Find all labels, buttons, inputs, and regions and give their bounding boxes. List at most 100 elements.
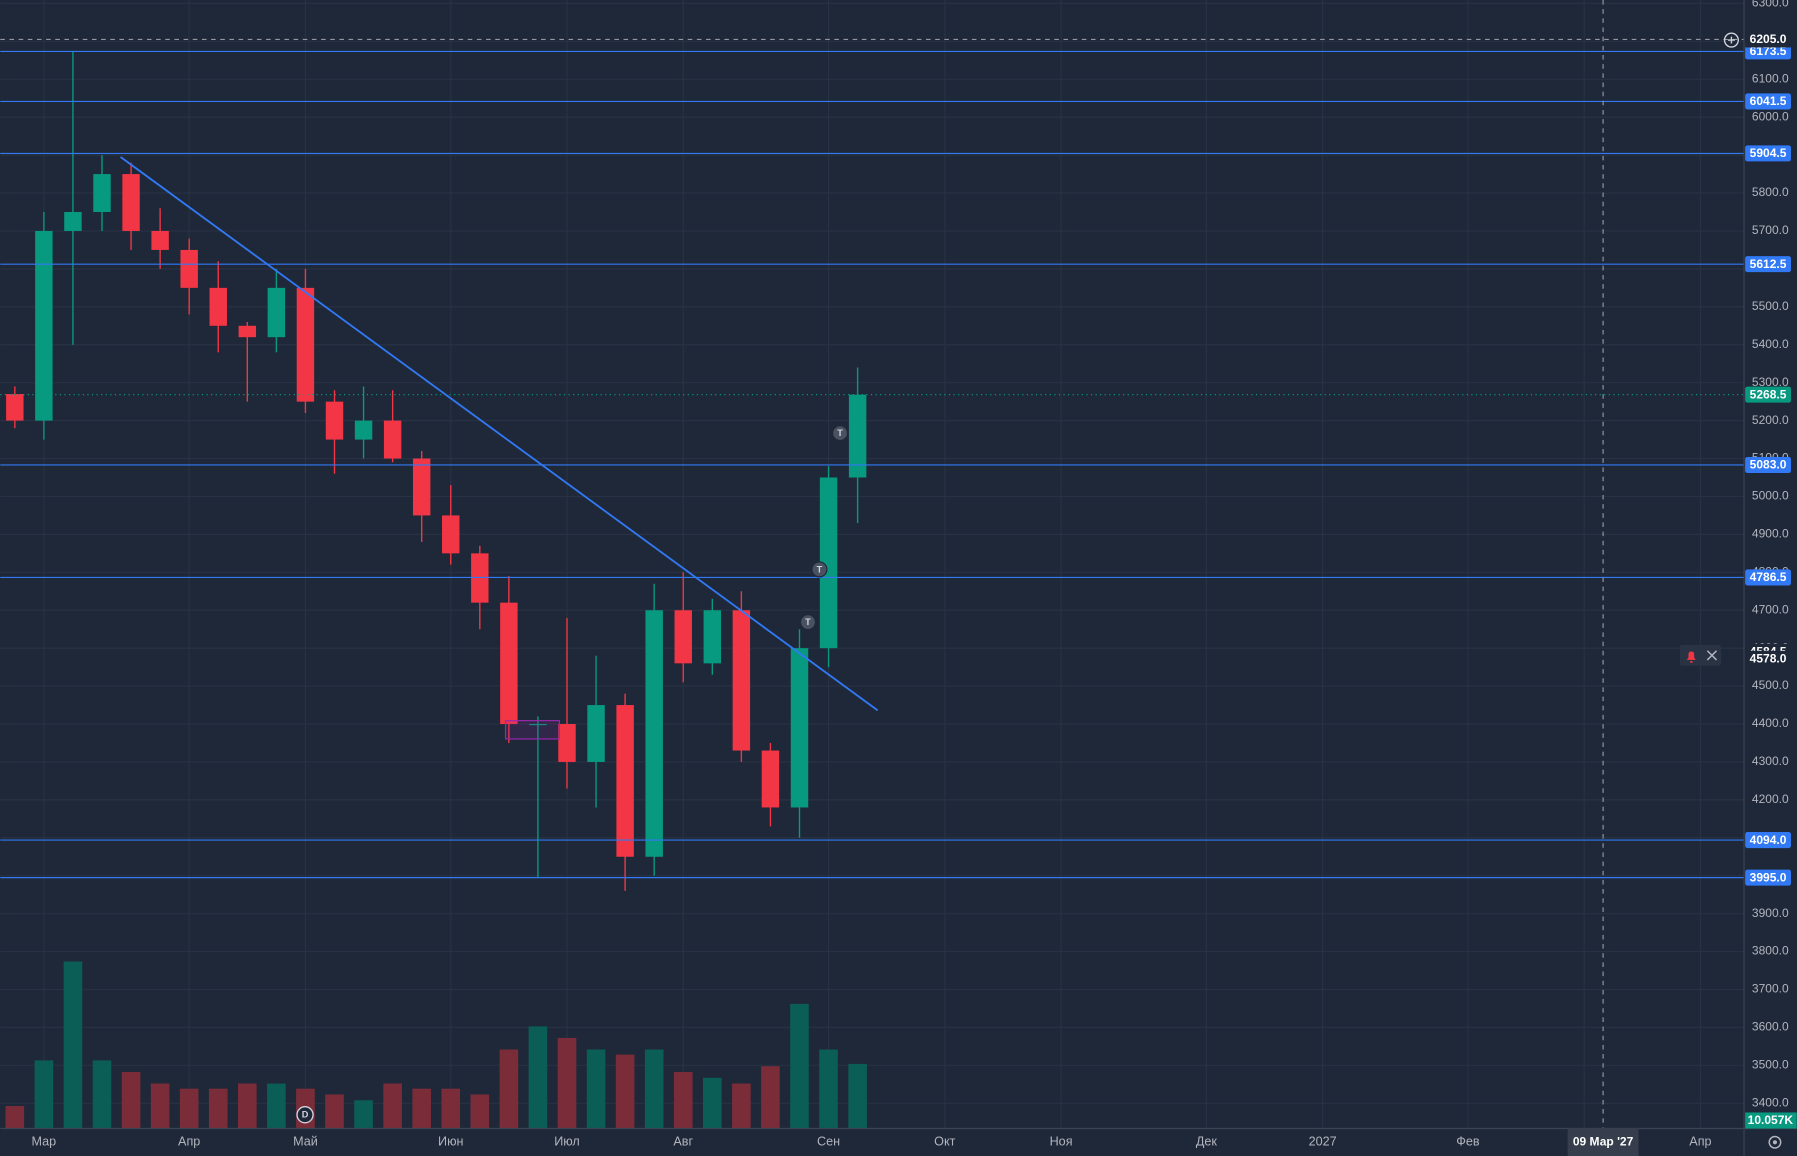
volume-bar [63,961,83,1129]
x-tick-label: Мар [32,1135,57,1149]
volume-bar [441,1088,461,1129]
axes: 6300.06200.06100.06000.05900.05800.05700… [32,0,1797,1156]
candle-body [296,287,315,402]
x-tick-label: Апр [178,1135,200,1149]
y-tick-label: 3600.0 [1752,1020,1789,1034]
trade-marker[interactable] [832,425,849,442]
candle-body [180,249,198,288]
x-tick-label: Июн [438,1135,463,1149]
add-icon-plus [1727,36,1735,44]
x-tick-label: Авг [673,1135,693,1149]
y-tick-label: 3900.0 [1752,906,1789,920]
alert-price-label: 4578.0 [1750,652,1787,666]
volume-bar [34,1060,54,1129]
volume-bar [179,1088,199,1129]
session-icon[interactable] [296,1106,314,1124]
overlays: T T T D [0,0,1745,1129]
y-tick-label: 3400.0 [1752,1095,1789,1109]
session-icon-label: D [302,1110,309,1120]
crosshair-add[interactable] [1723,32,1739,48]
x-tick-label: Окт [934,1135,955,1149]
volume-bar [470,1094,490,1129]
y-tick-label: 5300.0 [1752,375,1789,389]
candle-body [500,602,518,725]
volume-bar [557,1037,577,1129]
alert-price-bg [1745,650,1791,667]
trade-marker-label: T [817,564,823,574]
volume-label-bg [1745,1112,1797,1129]
candle-body [238,325,257,338]
volume-bar [644,1049,664,1129]
x-tick-label: Фев [1456,1135,1480,1149]
crosshair-time-bg [1567,1128,1639,1156]
x-tick-label: Май [293,1135,318,1149]
y-tick-label: 4200.0 [1752,792,1789,806]
candle-body [674,610,692,664]
y-tick-label: 4300.0 [1752,754,1789,768]
volume-bar [92,1060,112,1129]
candles [6,50,867,891]
y-tick-label: 5500.0 [1752,299,1789,313]
volume-bar [790,1003,809,1129]
y-tick-label: 5400.0 [1752,337,1789,351]
settings-gear[interactable] [1768,1135,1782,1149]
y-tick-label: 3500.0 [1752,1058,1789,1072]
volume-bar [673,1071,693,1129]
candle-body [645,610,663,857]
candle-body [151,230,169,250]
alert-bell[interactable] [1686,651,1696,663]
crosshair-price-label: 6205.0 [1750,32,1787,46]
volume-pane [5,961,867,1129]
last-price-label: 5268.5 [1750,387,1787,401]
volume-bar [238,1083,257,1129]
y-tick-label: 5000.0 [1752,489,1789,503]
candle-body [819,477,838,649]
trade-marker[interactable] [799,614,817,631]
candle-body [558,724,576,762]
candle-body [529,724,547,726]
candle-body [790,648,809,808]
volume-bar [703,1077,722,1129]
volume-bar [121,1071,141,1129]
volume-bar [150,1083,170,1129]
time-axis[interactable] [0,1128,1745,1156]
candle-body [587,705,605,762]
x-tick-label: Апр [1689,1135,1711,1149]
alert-controls [1679,645,1722,666]
volume-bar [208,1088,228,1129]
alert-panel [1679,645,1722,666]
trend-line[interactable] [120,156,879,712]
last-price-bg [1745,386,1791,403]
level-label: 4786.5 [1750,570,1787,584]
y-tick-label: 6300.0 [1752,0,1789,10]
volume-bar [499,1049,519,1129]
volume-bar [354,1100,373,1129]
volume-bar [5,1106,25,1129]
x-tick-label: 2027 [1309,1135,1337,1149]
candle-body [209,287,227,326]
trade-marker-label: T [805,617,811,627]
candle-body [732,610,751,751]
volume-bar [732,1083,751,1129]
level-label-bg [1745,456,1791,473]
y-tick-label: 4400.0 [1752,716,1789,730]
candle-body [267,287,286,338]
level-label: 6173.5 [1750,44,1787,58]
trade-marker[interactable] [811,561,828,578]
x-tick-label: Июл [554,1135,580,1149]
alert-close[interactable] [1706,650,1718,661]
range-box[interactable] [504,720,560,740]
volume-bar [848,1063,867,1129]
candle-body [848,394,867,478]
settings-icon[interactable] [1768,1135,1782,1149]
y-tick-label: 4900.0 [1752,527,1789,541]
y-tick-label: 4700.0 [1752,602,1789,616]
x-tick-label: Дек [1196,1135,1218,1149]
trade-marker-label: T [837,428,843,438]
candle-body [35,230,53,421]
y-tick-label: 4500.0 [1752,678,1789,692]
add-icon[interactable] [1723,32,1739,48]
level-label-bg [1745,569,1791,586]
level-label: 5904.5 [1750,146,1787,160]
